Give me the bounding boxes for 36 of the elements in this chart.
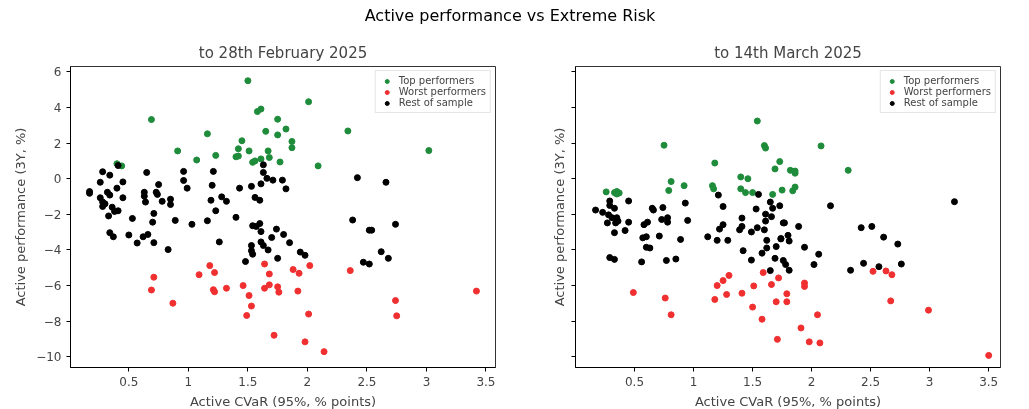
chart-title: to 28th February 2025 — [198, 43, 368, 62]
x-tick-label: 3 — [422, 374, 431, 389]
x-tick-label: 1.5 — [743, 374, 763, 389]
y-tick-label: 6 — [53, 65, 62, 80]
y-tick-label: −10 — [36, 350, 62, 365]
y-axis-title: Active performance (3Y, %) — [13, 127, 29, 307]
x-tick-label: 0.5 — [119, 374, 139, 389]
legend-label: Rest of sample — [398, 97, 473, 108]
y-tick-label: −6 — [43, 279, 62, 294]
x-tick-label: 1 — [689, 374, 698, 389]
x-tick-label: 3.5 — [476, 374, 496, 389]
y-tick-label: 0 — [53, 172, 62, 187]
legend-label: Worst performers — [398, 86, 486, 97]
legend-label: Top performers — [903, 75, 980, 86]
legend-label: Top performers — [398, 75, 475, 86]
y-axis-title: Active performance (3Y, %) — [551, 127, 567, 307]
x-tick-label: 2 — [807, 374, 816, 389]
x-tick-label: 0.5 — [624, 374, 645, 389]
y-tick-label: 4 — [53, 100, 62, 115]
x-tick-label: 1 — [184, 374, 193, 389]
x-axis-title: Active CVaR (95%, % points) — [189, 393, 377, 409]
chart-title: to 14th March 2025 — [714, 43, 862, 62]
x-tick-label: 3 — [925, 374, 934, 389]
text: Active performance vs Extreme Risk — [364, 5, 656, 27]
x-tick-label: 3.5 — [979, 374, 999, 389]
legend-label: Rest of sample — [903, 97, 978, 108]
x-tick-label: 2 — [303, 374, 312, 389]
x-tick-label: 2.5 — [357, 374, 377, 389]
y-tick-label: −2 — [43, 207, 62, 222]
y-tick-label: −4 — [43, 243, 62, 258]
x-axis-title: Active CVaR (95%, % points) — [694, 393, 882, 409]
legend-label: Worst performers — [903, 86, 991, 97]
y-tick-label: −8 — [43, 314, 62, 329]
y-tick-label: 2 — [53, 136, 62, 151]
x-tick-label: 2.5 — [861, 374, 881, 389]
x-tick-label: 1.5 — [238, 374, 258, 389]
